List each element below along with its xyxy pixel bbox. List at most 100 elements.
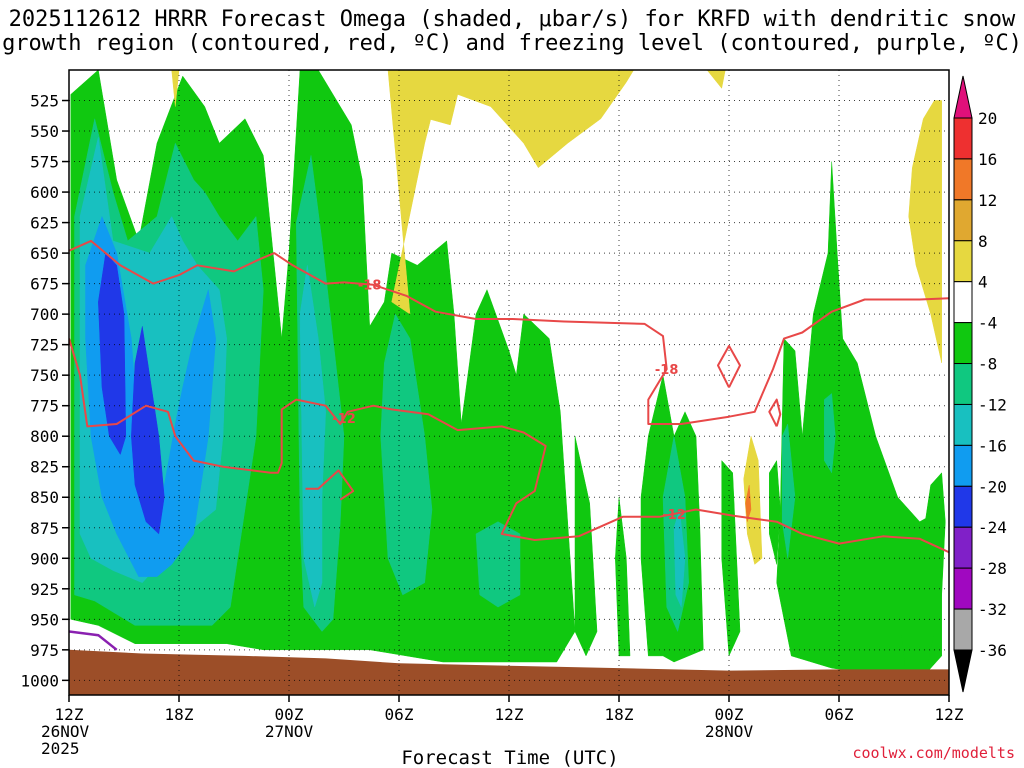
colorbar-segment-5: [953, 322, 973, 365]
y-tick-label-850: 850: [30, 488, 59, 507]
colorbar-label-3: 8: [978, 232, 988, 251]
omega-shading: [70, 70, 946, 681]
freezing-level-contour: [69, 630, 118, 651]
x-tick-label-48-0: 12Z: [935, 705, 964, 724]
omega-region-6: [776, 161, 942, 681]
omega-region-1: [574, 435, 598, 657]
colorbar-label-11: -28: [978, 559, 1007, 578]
colorbar-segment-7: [953, 403, 973, 446]
contour-line-4: [768, 398, 782, 427]
freezing-level-line: [69, 630, 118, 651]
y-tick-label-900: 900: [30, 549, 59, 568]
colorbar-segment-3: [953, 240, 973, 283]
omega-region-26: [743, 435, 763, 565]
dendritic-contours: -18 -18 -12 -12: [69, 239, 949, 554]
terrain-polygon: [69, 649, 949, 695]
credit-text: coolwx.com/modelts: [852, 744, 1015, 762]
x-tick-label-36-0: 00Z: [715, 705, 744, 724]
colorbar-label-4: 4: [978, 273, 988, 292]
x-tick-label-24-0: 12Z: [495, 705, 524, 724]
omega-region-4: [721, 460, 741, 657]
title-line-2: growth region (contoured, red, ºC) and f…: [2, 31, 1022, 56]
x-tick-label-0-0: 12Z: [55, 705, 84, 724]
title-line-1: 2025112612 HRRR Forecast Omega (shaded, …: [8, 7, 1016, 32]
x-tick-label-12-1: 27NOV: [265, 722, 314, 741]
colorbar-label-5: -4: [978, 314, 997, 333]
y-tick-label-625: 625: [30, 214, 59, 233]
y-tick-label-575: 575: [30, 153, 59, 172]
omega-region-25: [908, 100, 942, 364]
colorbar-bottom-arrow: [953, 649, 973, 693]
omega-region-27: [745, 484, 752, 522]
colorbar-top-arrow: [953, 75, 973, 119]
contour-label-0-1: -18: [655, 363, 679, 378]
colorbar-segment-2: [953, 199, 973, 242]
x-tick-label-36-1: 28NOV: [705, 722, 754, 741]
colorbar-segment-0: [953, 117, 973, 160]
colorbar-label-7: -12: [978, 395, 1007, 414]
colorbar-segment-12: [953, 608, 973, 651]
omega-region-21: [387, 70, 444, 315]
contour-label-0-0: -18: [358, 279, 382, 294]
omega-region-2: [615, 496, 631, 657]
x-tick-label-6-0: 18Z: [165, 705, 194, 724]
x-axis-label: Forecast Time (UTC): [401, 747, 618, 768]
colorbar-label-1: 16: [978, 150, 997, 169]
y-tick-label-550: 550: [30, 122, 59, 141]
contour-line-1: [69, 338, 949, 554]
terrain-fill: [69, 649, 949, 695]
y-tick-label-950: 950: [30, 610, 59, 629]
y-tick-label-875: 875: [30, 519, 59, 538]
colorbar-label-12: -32: [978, 600, 1007, 619]
omega-region-24: [706, 70, 726, 89]
colorbar-label-6: -8: [978, 355, 997, 374]
contour-line-2: [305, 469, 355, 501]
y-axis: 525 550 575 600 625 650 675 700 725 750 775 800 825 8…: [20, 92, 69, 690]
colorbar-label-8: -16: [978, 436, 1007, 455]
colorbar-segment-9: [953, 485, 973, 528]
omega-region-20: [131, 326, 165, 535]
y-tick-label-1000: 1000: [20, 671, 59, 690]
colorbar: 20 16 12 8 4 -4 -8 -12 -16 -20 -24 -28 -32 -36: [953, 75, 1007, 693]
omega-region-11: [475, 521, 521, 608]
colorbar-label-0: 20: [978, 109, 997, 128]
y-tick-label-825: 825: [30, 458, 59, 477]
grid-lines: [69, 70, 949, 695]
omega-region-22: [402, 70, 634, 168]
contour-line-3: [717, 344, 741, 388]
omega-region-5: [769, 460, 781, 565]
x-tick-label-18-0: 06Z: [385, 705, 414, 724]
y-tick-label-725: 725: [30, 336, 59, 355]
colorbar-label-13: -36: [978, 641, 1007, 660]
colorbar-segment-1: [953, 158, 973, 201]
x-tick-label-42-0: 06Z: [825, 705, 854, 724]
colorbar-label-2: 12: [978, 191, 997, 210]
y-tick-label-650: 650: [30, 244, 59, 263]
y-tick-label-675: 675: [30, 275, 59, 294]
omega-region-16: [299, 265, 326, 608]
y-tick-label-800: 800: [30, 427, 59, 446]
omega-region-23: [171, 70, 180, 107]
colorbar-label-9: -20: [978, 477, 1007, 496]
colorbar-segment-4: [953, 281, 973, 324]
x-tick-label-30-0: 18Z: [605, 705, 634, 724]
y-tick-label-525: 525: [30, 92, 59, 111]
contour-label-1-1: -12: [662, 508, 686, 523]
y-tick-label-750: 750: [30, 366, 59, 385]
y-tick-label-925: 925: [30, 580, 59, 599]
x-tick-label-0-2: 2025: [41, 739, 80, 758]
colorbar-segment-6: [953, 363, 973, 405]
contour-label-1-0: -12: [332, 412, 356, 427]
y-tick-label-700: 700: [30, 305, 59, 324]
contour-line-0: [69, 239, 949, 425]
colorbar-label-10: -24: [978, 518, 1007, 537]
x-tick-label-0-1: 26NOV: [41, 722, 90, 741]
chart-title: 2025112612 HRRR Forecast Omega (shaded, …: [0, 8, 1024, 56]
omega-region-14: [824, 393, 836, 474]
colorbar-segment-10: [953, 526, 973, 569]
y-tick-label-975: 975: [30, 641, 59, 660]
y-tick-label-775: 775: [30, 397, 59, 416]
x-tick-label-12-0: 00Z: [275, 705, 304, 724]
